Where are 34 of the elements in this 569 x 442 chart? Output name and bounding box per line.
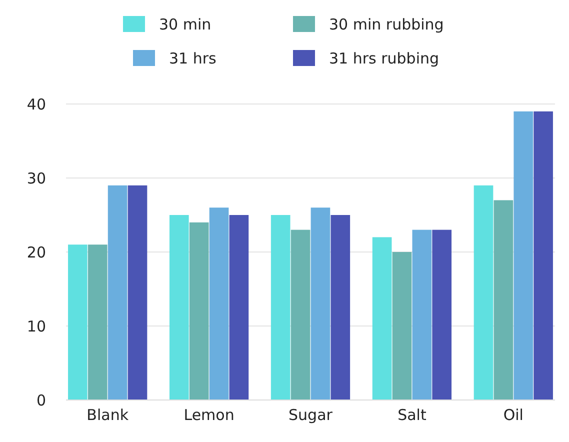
legend-label: 30 min rubbing [329, 15, 444, 34]
bar [310, 208, 330, 400]
bar [534, 111, 553, 400]
bar [474, 185, 494, 400]
bar [290, 230, 310, 400]
bar [494, 200, 514, 400]
bar [189, 222, 209, 400]
x-tick-label: Sugar [288, 406, 334, 424]
bar [392, 252, 412, 400]
bar [330, 215, 350, 400]
bar [412, 230, 432, 400]
bar [514, 111, 534, 400]
bar [169, 215, 189, 400]
legend-label: 31 hrs [169, 49, 217, 68]
bar [88, 244, 108, 400]
x-tick-label: Salt [398, 406, 426, 424]
y-tick-label: 30 [26, 169, 46, 188]
y-tick-label: 40 [26, 95, 46, 114]
bar [270, 215, 290, 400]
x-tick-label: Oil [503, 406, 524, 424]
bar [229, 215, 249, 400]
y-tick-label: 0 [36, 391, 46, 410]
legend-label: 30 min [159, 15, 212, 34]
y-tick-label: 10 [26, 317, 46, 336]
bar [128, 185, 148, 400]
y-tick-label: 20 [26, 243, 46, 262]
bar [108, 185, 128, 400]
x-tick-label: Blank [86, 406, 129, 424]
bar [68, 244, 88, 400]
bar [372, 237, 392, 400]
x-tick-label: Lemon [184, 406, 234, 424]
legend-label: 31 hrs rubbing [329, 49, 440, 68]
bar [209, 208, 229, 400]
bar [432, 230, 452, 400]
